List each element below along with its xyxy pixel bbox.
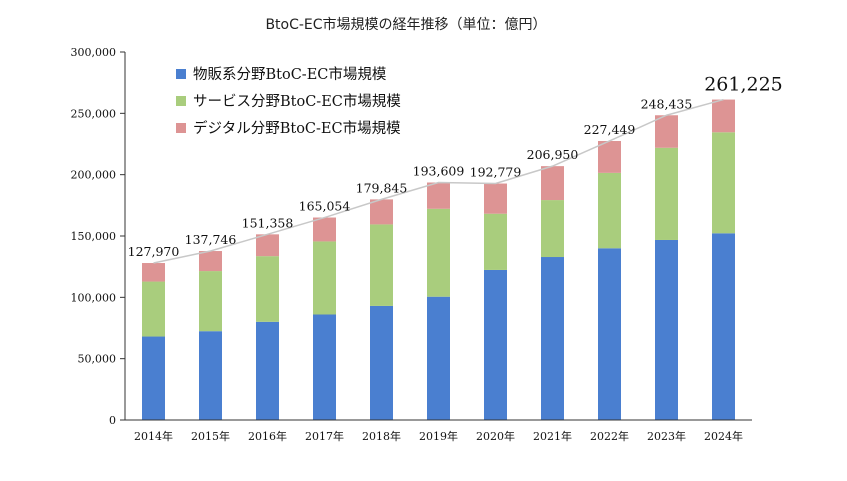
- bar-segment-2-9: [598, 172, 621, 249]
- total-label-9: 227,449: [584, 122, 636, 137]
- bar-segment-2-10: [655, 147, 678, 240]
- total-label-11: 261,225: [704, 74, 783, 96]
- bar-segment-2-8: [541, 200, 564, 258]
- legend-swatch-1: [176, 69, 186, 79]
- bar-segment-1-6: [427, 296, 450, 420]
- y-tick-label-6: 250,000: [71, 107, 117, 120]
- x-tick-label-11: 2024年: [704, 429, 743, 443]
- bar-segment-3-7: [484, 183, 507, 214]
- bar-segment-2-4: [313, 241, 336, 315]
- bar-segment-2-5: [370, 224, 393, 306]
- total-label-10: 248,435: [641, 96, 693, 111]
- x-tick-labels: 2014年 2015年 2016年 2017年 2018年 2019年 2020年 2021年…: [134, 429, 743, 443]
- total-labels: 127,970 137,746 151,358 165,054 179,845 193,6…: [128, 74, 783, 259]
- bar-segment-1-11: [712, 233, 735, 420]
- y-tick-labels: 0 50,000 100,000 150,000 200,000 250,000 300,0…: [71, 46, 117, 427]
- bar-segment-2-11: [712, 132, 735, 234]
- bars: [142, 99, 735, 420]
- bar-segment-3-5: [370, 199, 393, 225]
- y-tick-label-1: 0: [109, 414, 116, 427]
- axes: [120, 51, 752, 421]
- x-tick-label-7: 2020年: [476, 429, 515, 443]
- legend-swatch-3: [176, 123, 186, 133]
- total-label-5: 179,845: [356, 180, 408, 195]
- bar-segment-3-2: [199, 251, 222, 272]
- total-trend-line: [153, 98, 724, 264]
- chart-title: BtoC-EC市場規模の経年推移（単位：億円）: [265, 16, 546, 33]
- x-tick-label-8: 2021年: [533, 429, 572, 443]
- bar-segment-1-3: [256, 321, 279, 420]
- bar-segment-3-9: [598, 140, 621, 173]
- x-tick-label-6: 2019年: [419, 429, 458, 443]
- bar-segment-2-1: [142, 281, 165, 337]
- bar-segment-3-4: [313, 217, 336, 242]
- legend-label-2: サービス分野BtoC-EC市場規模: [193, 93, 401, 110]
- legend-swatch-2: [176, 96, 186, 106]
- bar-segment-2-7: [484, 213, 507, 270]
- x-tick-label-10: 2023年: [647, 429, 686, 443]
- bar-segment-1-9: [598, 248, 621, 420]
- x-tick-label-4: 2017年: [305, 429, 344, 443]
- total-label-2: 137,746: [185, 232, 237, 247]
- total-label-6: 193,609: [413, 164, 465, 179]
- y-tick-label-2: 50,000: [78, 353, 117, 366]
- bar-segment-2-6: [427, 208, 450, 297]
- bar-segment-3-6: [427, 182, 450, 209]
- bar-segment-3-11: [712, 99, 735, 133]
- bar-segment-3-8: [541, 166, 564, 201]
- total-label-3: 151,358: [242, 215, 294, 230]
- legend-label-3: デジタル分野BtoC-EC市場規模: [193, 119, 401, 137]
- legend: 物販系分野BtoC-EC市場規模サービス分野BtoC-EC市場規模デジタル分野B…: [176, 66, 401, 137]
- y-tick-label-4: 150,000: [71, 230, 117, 243]
- bar-segment-1-2: [199, 331, 222, 420]
- bar-segment-2-3: [256, 256, 279, 322]
- bar-segment-1-7: [484, 269, 507, 420]
- x-tick-label-5: 2018年: [362, 429, 401, 443]
- total-label-4: 165,054: [299, 199, 351, 214]
- bar-segment-2-2: [199, 271, 222, 332]
- bar-segment-1-4: [313, 314, 336, 420]
- bar-segment-1-1: [142, 336, 165, 420]
- bar-segment-1-8: [541, 257, 564, 420]
- total-label-7: 192,779: [470, 165, 522, 180]
- x-tick-label-3: 2016年: [248, 429, 287, 443]
- x-tick-label-1: 2014年: [134, 429, 173, 443]
- total-label-1: 127,970: [128, 244, 180, 259]
- bar-segment-3-10: [655, 115, 678, 148]
- bar-segment-3-3: [256, 234, 279, 257]
- bar-segment-1-10: [655, 239, 678, 420]
- legend-label-1: 物販系分野BtoC-EC市場規模: [193, 66, 386, 83]
- x-tick-label-2: 2015年: [191, 429, 230, 443]
- y-tick-label-3: 100,000: [71, 291, 117, 304]
- bar-segment-1-5: [370, 305, 393, 420]
- bar-segment-3-1: [142, 263, 165, 282]
- x-tick-label-9: 2022年: [590, 429, 629, 443]
- y-tick-label-5: 200,000: [71, 169, 117, 182]
- total-label-8: 206,950: [527, 147, 579, 162]
- y-tick-label-7: 300,000: [71, 46, 117, 59]
